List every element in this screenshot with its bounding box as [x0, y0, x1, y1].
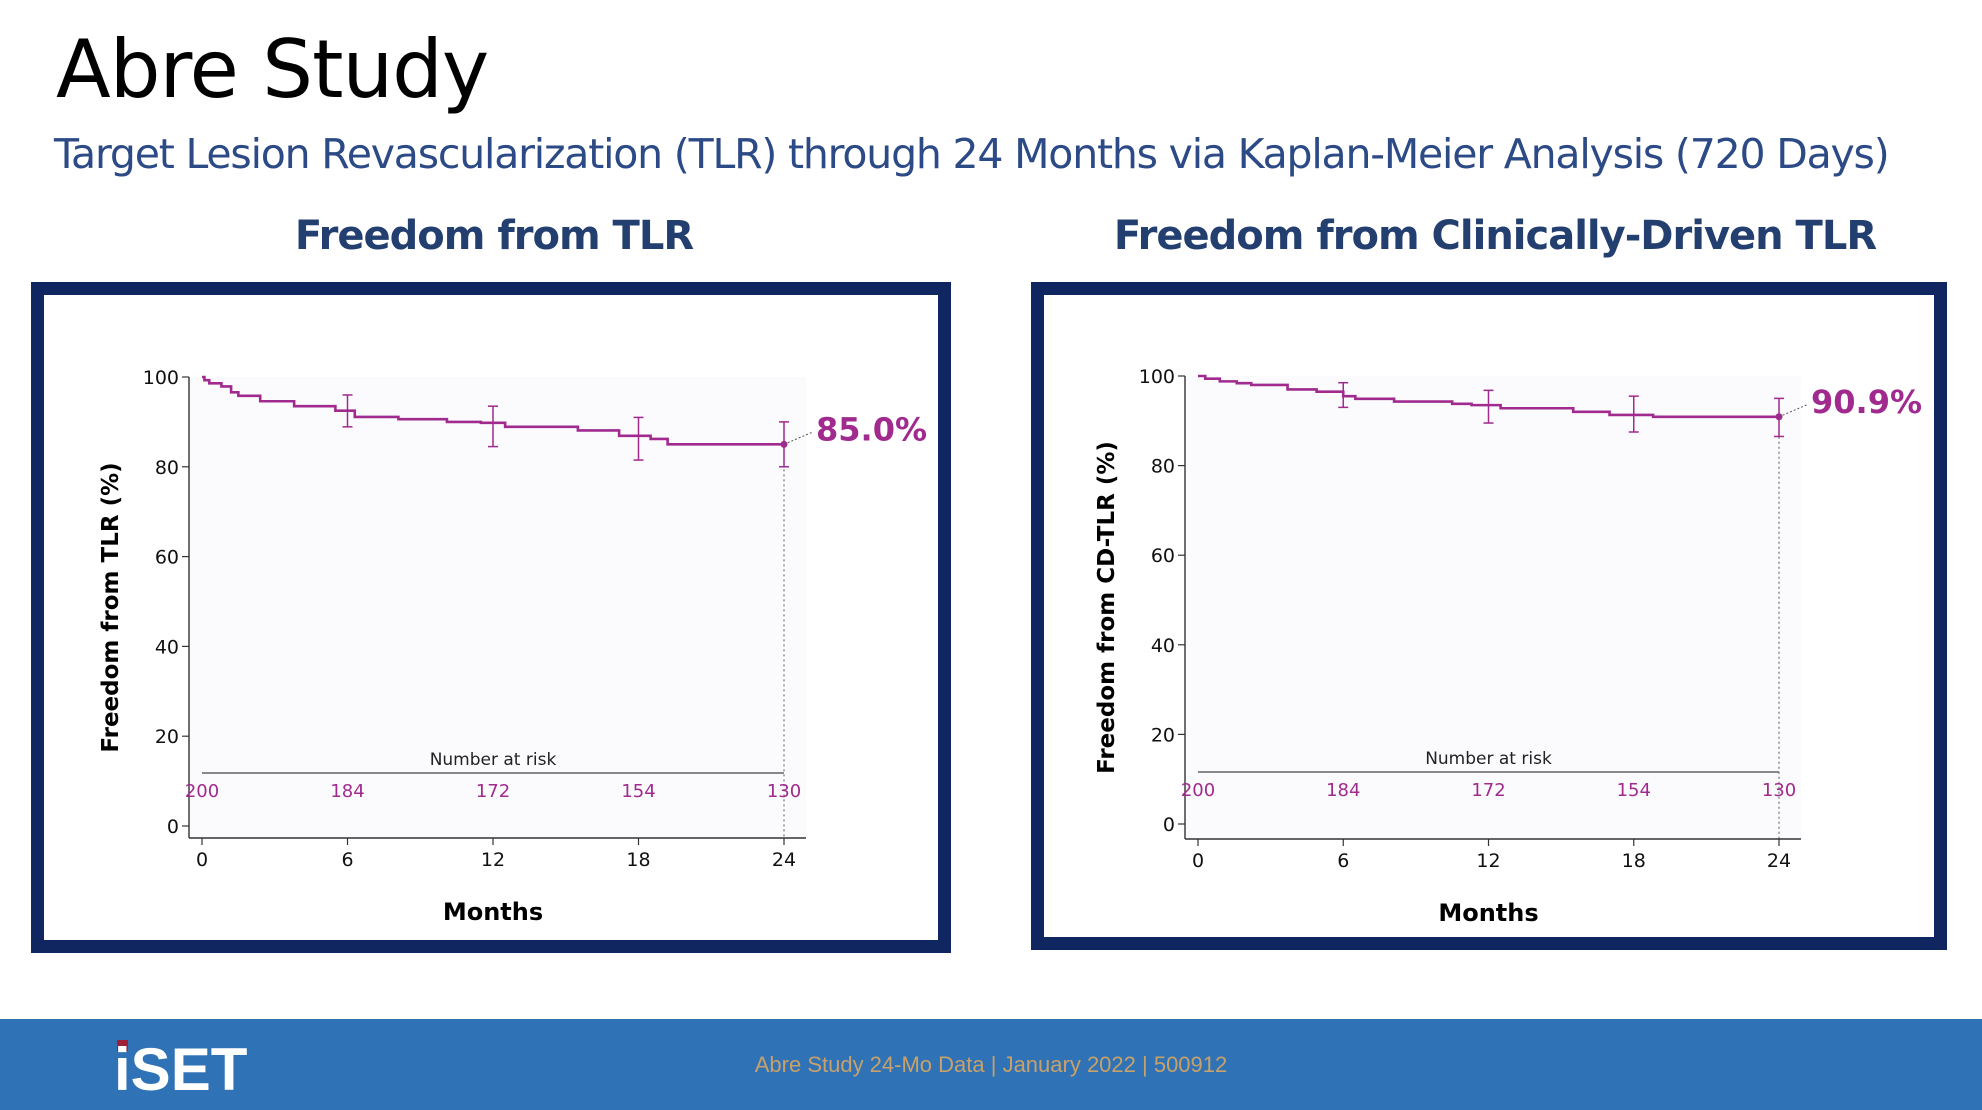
plot-area [1185, 376, 1801, 839]
iset-logo: iSET [114, 1036, 247, 1103]
y-tick-label: 80 [1151, 456, 1175, 478]
y-axis-title: Freedom from CD-TLR (%) [1094, 441, 1120, 774]
slide-title: Abre Study [56, 23, 489, 116]
endpoint-value-label: 85.0% [816, 410, 927, 448]
y-tick-label: 80 [155, 457, 179, 479]
x-axis-title: Months [443, 898, 543, 926]
y-tick-label: 40 [155, 636, 179, 658]
x-tick-label: 12 [1476, 850, 1500, 872]
slide-subtitle: Target Lesion Revascularization (TLR) th… [54, 130, 1890, 178]
km-survival-curve [202, 375, 784, 446]
svg-text:iSET: iSET [114, 1036, 247, 1103]
x-tick-label: 0 [196, 849, 208, 871]
km-survival-curve [1198, 374, 1779, 419]
y-tick-label: 0 [167, 816, 179, 838]
left-chart-heading: Freedom from TLR [294, 213, 694, 259]
endpoint-value-label: 90.9% [1811, 383, 1922, 421]
number-at-risk-value: 130 [767, 781, 801, 802]
y-tick-label: 0 [1163, 814, 1175, 836]
number-at-risk-value: 184 [1326, 780, 1360, 801]
number-at-risk-value: 200 [185, 781, 219, 802]
y-tick-label: 20 [155, 726, 179, 748]
number-at-risk-value: 200 [1181, 780, 1215, 801]
number-at-risk-value: 130 [1762, 780, 1796, 801]
y-tick-label: 60 [155, 547, 179, 569]
x-tick-label: 6 [1337, 850, 1349, 872]
y-tick-label: 20 [1151, 724, 1175, 746]
footer-bar [0, 1019, 1982, 1110]
y-tick-label: 100 [143, 367, 179, 389]
number-at-risk-label: Number at risk [1425, 749, 1552, 769]
footer-citation: Abre Study 24-Mo Data | January 2022 | 5… [754, 1052, 1228, 1077]
y-tick-label: 100 [1139, 366, 1175, 388]
x-tick-label: 18 [626, 849, 650, 871]
left-km-chart: 0 20 40 60 80 100 0 6 12 18 24 Freedom from TLR (%)… [98, 367, 927, 926]
endpoint-marker [1775, 413, 1783, 421]
right-km-chart: 0 20 40 60 80 100 0 6 12 18 24 Freedom from CD-TLR … [1094, 366, 1922, 927]
endpoint-leader-line [783, 431, 813, 445]
x-tick-label: 24 [1767, 850, 1791, 872]
y-tick-label: 40 [1151, 635, 1175, 657]
number-at-risk-value: 154 [621, 781, 655, 802]
y-axis-title: Freedom from TLR (%) [98, 462, 124, 752]
number-at-risk-value: 172 [476, 781, 510, 802]
x-tick-label: 12 [481, 849, 505, 871]
number-at-risk-label: Number at risk [430, 750, 557, 770]
endpoint-leader-line [1778, 404, 1808, 418]
number-at-risk-value: 184 [330, 781, 364, 802]
number-at-risk-value: 154 [1617, 780, 1651, 801]
x-tick-label: 0 [1192, 850, 1204, 872]
right-chart-panel: 0 20 40 60 80 100 0 6 12 18 24 Freedom from CD-TLR … [1031, 282, 1947, 950]
left-chart-panel: 0 20 40 60 80 100 0 6 12 18 24 Freedom from TLR (%)… [31, 282, 951, 953]
x-axis-title: Months [1438, 899, 1538, 927]
number-at-risk-value: 172 [1471, 780, 1505, 801]
plot-area [189, 377, 806, 838]
right-chart-heading: Freedom from Clinically-Driven TLR [1113, 213, 1877, 259]
x-tick-label: 24 [772, 849, 796, 871]
y-tick-label: 60 [1151, 545, 1175, 567]
x-tick-label: 18 [1622, 850, 1646, 872]
x-tick-label: 6 [341, 849, 353, 871]
